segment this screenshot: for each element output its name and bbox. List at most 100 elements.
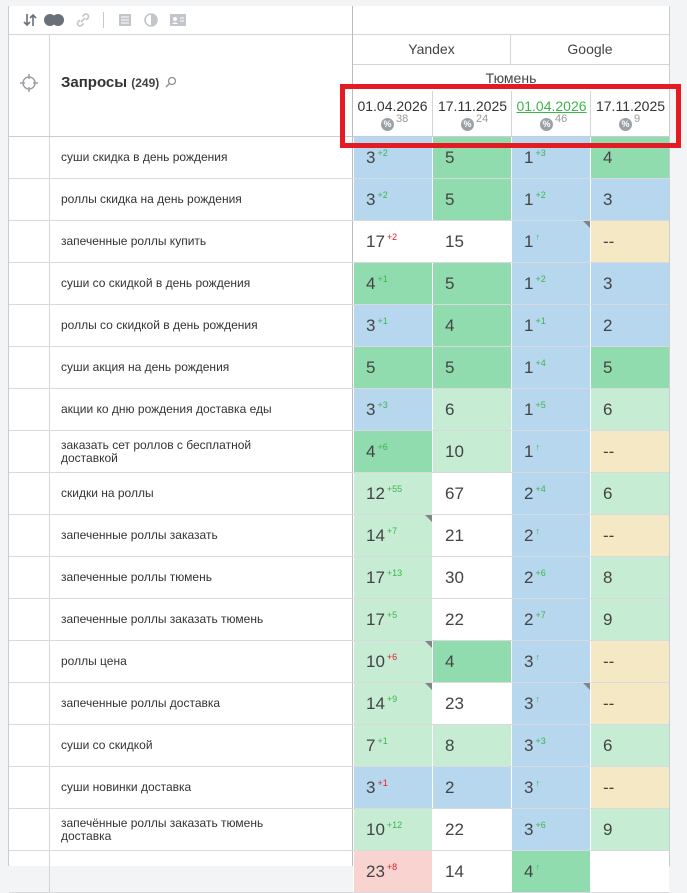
row-checkbox-cell[interactable] [9, 179, 50, 220]
position-cell[interactable]: 6 [432, 389, 511, 430]
position-cell[interactable]: -- [590, 431, 669, 472]
contrast-icon[interactable] [144, 10, 158, 30]
note-corner-marker[interactable] [425, 515, 432, 522]
position-cell[interactable]: 2 +7 [511, 599, 590, 640]
position-cell[interactable]: 10 +12 [353, 809, 432, 850]
position-cell[interactable]: 3 +3 [353, 389, 432, 430]
date-column-1[interactable]: 01.04.2026 % 38 [353, 91, 432, 136]
position-cell[interactable]: 1 ↑ [511, 221, 590, 262]
contact-card-icon[interactable] [170, 10, 186, 30]
row-checkbox-cell[interactable] [9, 851, 50, 892]
note-corner-marker[interactable] [583, 683, 590, 690]
position-cell[interactable]: 1 ↑ [511, 431, 590, 472]
position-cell[interactable]: 3 +1 [353, 305, 432, 346]
date-column-4[interactable]: 17.11.2025 % 9 [590, 91, 670, 136]
position-cell[interactable]: 10 [432, 431, 511, 472]
row-checkbox-cell[interactable] [9, 725, 50, 766]
row-checkbox-cell[interactable] [9, 641, 50, 682]
position-cell[interactable]: 1 +2 [511, 263, 590, 304]
position-cell[interactable]: 6 [590, 473, 669, 514]
position-cell[interactable]: 1 +4 [511, 347, 590, 388]
position-cell[interactable]: 1 +5 [511, 389, 590, 430]
row-checkbox-cell[interactable] [9, 683, 50, 724]
position-cell[interactable]: -- [590, 683, 669, 724]
position-cell[interactable]: -- [590, 515, 669, 556]
row-checkbox-cell[interactable] [9, 473, 50, 514]
position-cell[interactable]: 14 +7 [353, 515, 432, 556]
position-cell[interactable]: -- [590, 221, 669, 262]
note-corner-marker[interactable] [425, 641, 432, 648]
position-cell[interactable]: 2 [590, 305, 669, 346]
position-cell[interactable]: 10 +6 [353, 641, 432, 682]
position-cell[interactable]: 5 [590, 347, 669, 388]
table-row[interactable]: запечённые роллы заказать тюмень доставк… [9, 809, 669, 851]
table-row[interactable]: роллы со скидкой в день рождения 3 +1 4 1 +1 2 [9, 305, 669, 347]
table-row[interactable]: запеченные роллы заказать тюмень 17 +5 22 2 +… [9, 599, 669, 641]
row-checkbox-cell[interactable] [9, 557, 50, 598]
position-cell[interactable]: 5 [432, 179, 511, 220]
table-row[interactable]: роллы скидка на день рождения 3 +2 5 1 +2 3 [9, 179, 669, 221]
position-cell[interactable]: 15 [432, 221, 511, 262]
position-cell[interactable] [590, 851, 669, 892]
table-row[interactable]: суши акция на день рождения 5 5 1 +4 5 [9, 347, 669, 389]
position-cell[interactable]: 21 [432, 515, 511, 556]
sort-icon[interactable] [23, 10, 37, 30]
position-cell[interactable]: -- [590, 641, 669, 682]
row-checkbox-cell[interactable] [9, 809, 50, 850]
position-cell[interactable]: -- [590, 767, 669, 808]
position-cell[interactable]: 4 +1 [353, 263, 432, 304]
row-checkbox-cell[interactable] [9, 389, 50, 430]
position-cell[interactable]: 8 [590, 557, 669, 598]
table-row[interactable]: акции ко дню рождения доставка еды 3 +3 6 1 +… [9, 389, 669, 431]
date-link[interactable]: 01.04.2026 [516, 98, 587, 114]
note-corner-marker[interactable] [425, 683, 432, 690]
engine-google[interactable]: Google [511, 34, 669, 65]
row-checkbox-cell[interactable] [9, 305, 50, 346]
crosshair-icon[interactable] [20, 73, 38, 97]
position-cell[interactable]: 7 +1 [353, 725, 432, 766]
table-row[interactable]: 23 +8 14 4 ↑ [9, 851, 669, 893]
position-cell[interactable]: 23 +8 [353, 851, 432, 892]
toggle-icon[interactable] [43, 10, 65, 30]
position-cell[interactable]: 1 +2 [511, 179, 590, 220]
position-cell[interactable]: 2 +4 [511, 473, 590, 514]
table-row[interactable]: запеченные роллы тюмень 17 +13 30 2 +6 8 [9, 557, 669, 599]
row-checkbox-cell[interactable] [9, 599, 50, 640]
position-cell[interactable]: 3 +3 [511, 725, 590, 766]
date-column-3[interactable]: 01.04.2026 % 46 [511, 91, 591, 136]
row-checkbox-cell[interactable] [9, 221, 50, 262]
row-checkbox-cell[interactable] [9, 515, 50, 556]
position-cell[interactable]: 14 +9 [353, 683, 432, 724]
position-cell[interactable]: 5 [353, 347, 432, 388]
table-row[interactable]: заказать сет роллов с бесплатной доставк… [9, 431, 669, 473]
table-row[interactable]: суши новинки доставка 3 +1 2 3 ↑ -- [9, 767, 669, 809]
position-cell[interactable]: 30 [432, 557, 511, 598]
position-cell[interactable]: 17 +13 [353, 557, 432, 598]
position-cell[interactable]: 3 [590, 263, 669, 304]
position-cell[interactable]: 22 [432, 809, 511, 850]
position-cell[interactable]: 6 [590, 725, 669, 766]
position-cell[interactable]: 2 [432, 767, 511, 808]
position-cell[interactable]: 1 +1 [511, 305, 590, 346]
note-corner-marker[interactable] [583, 221, 590, 228]
position-cell[interactable]: 3 ↑ [511, 683, 590, 724]
position-cell[interactable]: 5 [432, 347, 511, 388]
position-cell[interactable]: 4 ↑ [511, 851, 590, 892]
position-cell[interactable]: 3 +1 [353, 767, 432, 808]
position-cell[interactable]: 9 [590, 809, 669, 850]
position-cell[interactable]: 12 +55 [353, 473, 432, 514]
position-cell[interactable]: 2 +6 [511, 557, 590, 598]
position-cell[interactable]: 3 +2 [353, 179, 432, 220]
row-checkbox-cell[interactable] [9, 767, 50, 808]
document-icon[interactable] [118, 10, 132, 30]
position-cell[interactable]: 6 [590, 389, 669, 430]
position-cell[interactable]: 3 +6 [511, 809, 590, 850]
table-row[interactable]: скидки на роллы 12 +55 67 2 +4 6 [9, 473, 669, 515]
link-icon[interactable] [75, 10, 91, 30]
position-cell[interactable]: 2 ↑ [511, 515, 590, 556]
position-cell[interactable]: 17 +5 [353, 599, 432, 640]
date-column-2[interactable]: 17.11.2025 % 24 [432, 91, 512, 136]
table-row[interactable]: запеченные роллы доставка 14 +9 23 3 ↑ -- [9, 683, 669, 725]
table-row[interactable]: запеченные роллы заказать 14 +7 21 2 ↑ -- [9, 515, 669, 557]
position-cell[interactable]: 5 [432, 263, 511, 304]
